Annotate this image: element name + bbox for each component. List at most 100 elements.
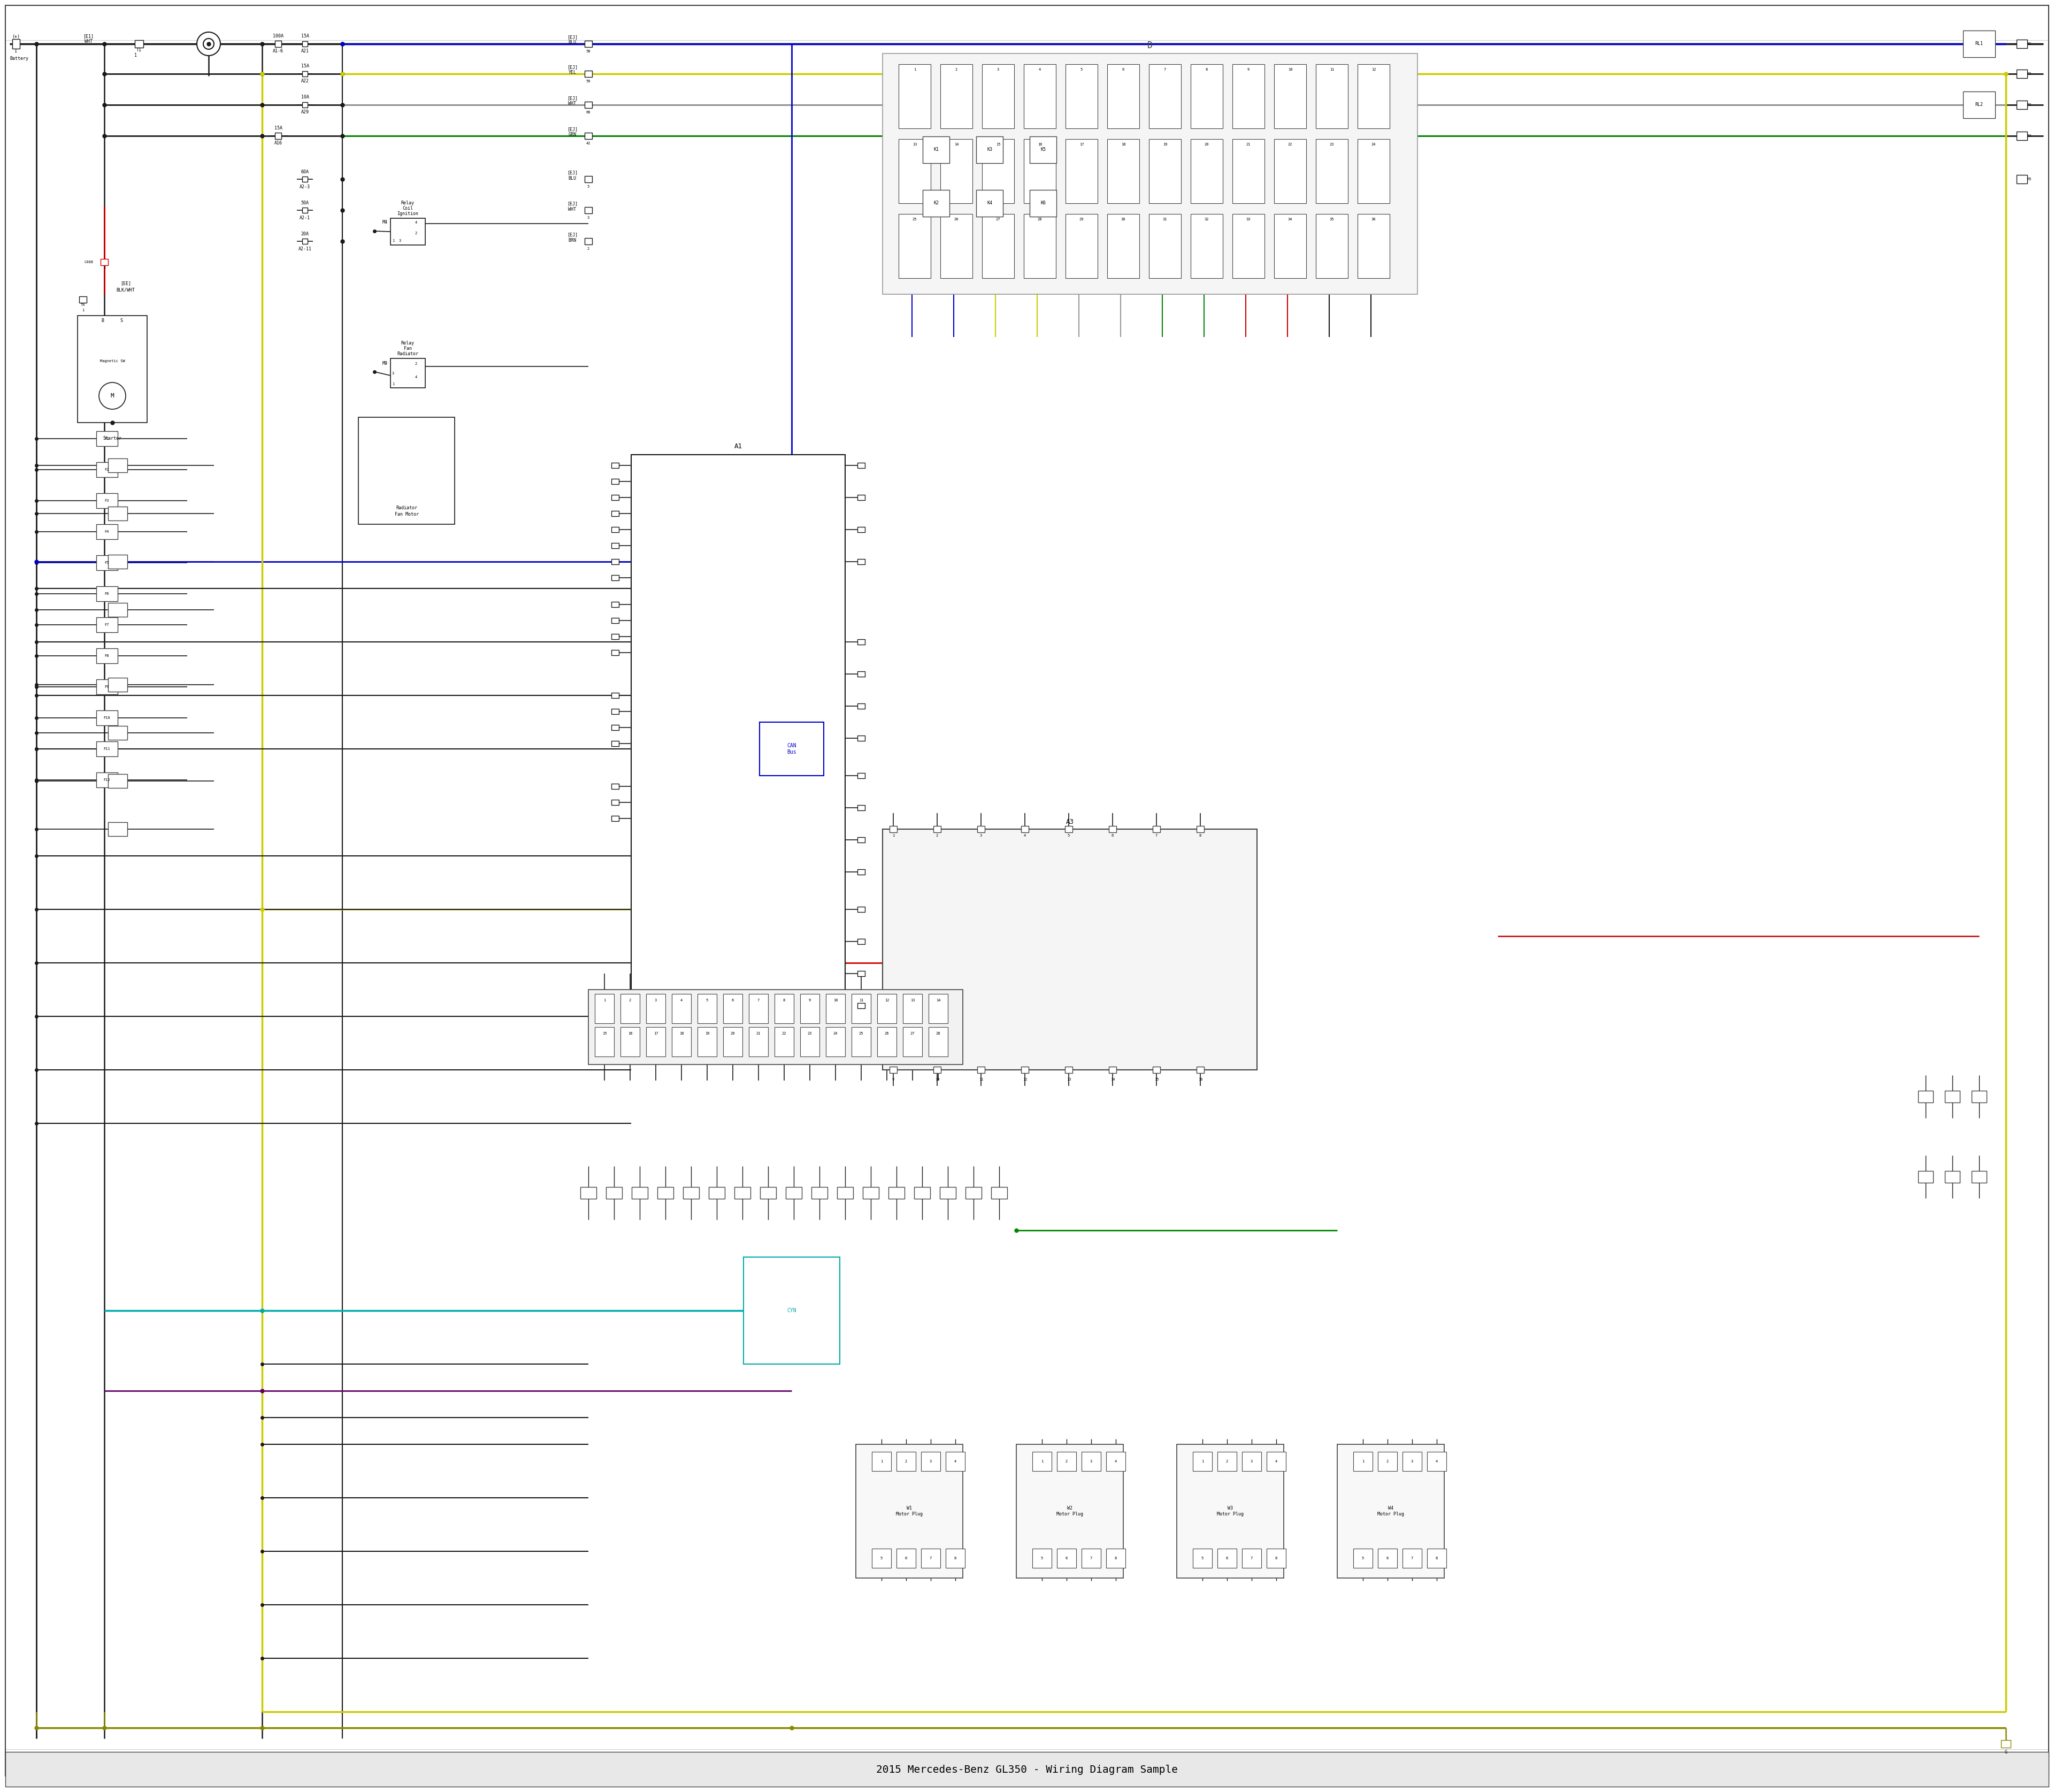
Bar (109, 556, 127, 568)
Bar (801, 1027, 820, 1057)
Bar (1148, 213, 1181, 278)
Text: 3: 3 (1091, 1460, 1093, 1462)
Bar (852, 1027, 871, 1057)
Text: A16: A16 (273, 142, 281, 145)
Bar (1177, 1444, 1284, 1579)
Text: F11: F11 (103, 747, 111, 751)
Text: F3: F3 (105, 500, 109, 502)
Bar (889, 1066, 898, 1073)
Text: 6: 6 (1226, 1557, 1228, 1559)
Text: 3: 3 (655, 998, 657, 1002)
Text: W4
Motor Plug: W4 Motor Plug (1378, 1505, 1405, 1516)
Text: 19: 19 (705, 1032, 709, 1036)
Bar (302, 41, 308, 47)
Bar (883, 830, 1257, 1070)
Text: M9: M9 (382, 362, 388, 366)
Text: [EE]: [EE] (121, 281, 131, 287)
Text: 4: 4 (415, 376, 417, 378)
Bar (871, 1548, 891, 1568)
Bar (857, 559, 865, 564)
Bar (1945, 1091, 1960, 1102)
Text: A2-1: A2-1 (300, 215, 310, 220)
Text: A22: A22 (300, 79, 308, 84)
Text: 4: 4 (415, 220, 417, 224)
Bar (877, 1027, 896, 1057)
Bar (97, 432, 117, 446)
Bar (760, 722, 824, 776)
Text: 5: 5 (707, 998, 709, 1002)
Text: 2: 2 (1066, 1460, 1068, 1462)
Bar (1064, 1066, 1072, 1073)
Text: 8: 8 (1436, 1557, 1438, 1559)
Text: 2015 Mercedes-Benz GL350 - Wiring Diagram Sample: 2015 Mercedes-Benz GL350 - Wiring Diagra… (877, 1765, 1177, 1774)
Text: 25: 25 (859, 1032, 863, 1036)
Text: W1
Motor Plug: W1 Motor Plug (896, 1505, 922, 1516)
Bar (871, 1452, 891, 1471)
Bar (612, 462, 618, 468)
Bar (612, 575, 618, 581)
Text: 1: 1 (604, 998, 606, 1002)
Text: 23: 23 (807, 1032, 811, 1036)
Bar (631, 455, 844, 1043)
Bar (744, 1256, 840, 1364)
Bar (581, 1186, 596, 1199)
Bar (735, 1186, 750, 1199)
Text: 1: 1 (881, 1460, 883, 1462)
Text: 18: 18 (680, 1032, 684, 1036)
Bar (612, 543, 618, 548)
Bar (920, 1548, 941, 1568)
Text: 5: 5 (881, 1557, 883, 1559)
Text: 32: 32 (1204, 217, 1210, 220)
Text: 7: 7 (1411, 1557, 1413, 1559)
Text: 59: 59 (585, 79, 592, 82)
Text: 9: 9 (1247, 68, 1249, 72)
Text: 1: 1 (134, 54, 138, 57)
Bar (857, 672, 865, 677)
Text: 27: 27 (996, 217, 1000, 220)
Bar (672, 1027, 690, 1057)
Bar (1403, 1452, 1421, 1471)
Bar (109, 507, 127, 520)
Bar (852, 995, 871, 1023)
Bar (1972, 1091, 1986, 1102)
Text: T4: T4 (80, 303, 84, 306)
Bar (883, 54, 1417, 294)
Bar (857, 805, 865, 810)
Bar (914, 1186, 930, 1199)
Text: 2: 2 (1386, 1460, 1389, 1462)
Text: K3: K3 (986, 147, 992, 152)
Bar (633, 1186, 647, 1199)
Bar (920, 1452, 941, 1471)
Bar (302, 208, 308, 213)
Bar (1058, 1452, 1076, 1471)
Bar (612, 799, 618, 805)
Text: 5: 5 (1202, 1557, 1204, 1559)
Bar (1317, 140, 1347, 202)
Text: [E1]: [E1] (82, 34, 94, 39)
Bar (275, 133, 281, 140)
Text: R5: R5 (2027, 177, 2031, 181)
Text: 12: 12 (885, 998, 889, 1002)
Bar (2017, 131, 2027, 140)
Bar (857, 1004, 865, 1009)
Bar (826, 995, 844, 1023)
Text: 21: 21 (756, 1032, 760, 1036)
Text: 10: 10 (834, 998, 838, 1002)
Text: 1: 1 (14, 48, 16, 54)
Bar (941, 1186, 955, 1199)
Bar (1193, 1548, 1212, 1568)
Text: 11: 11 (978, 1077, 984, 1081)
Text: 2: 2 (415, 231, 417, 235)
Text: 13: 13 (1066, 1077, 1070, 1081)
Bar (585, 41, 592, 47)
Text: 18: 18 (1121, 143, 1126, 145)
Bar (109, 774, 127, 788)
Text: Coil: Coil (403, 206, 413, 211)
Text: 29: 29 (1078, 217, 1085, 220)
Text: F2: F2 (105, 468, 109, 471)
Text: 6: 6 (906, 1557, 908, 1559)
Bar (1109, 1066, 1115, 1073)
Text: [EJ]: [EJ] (567, 170, 577, 176)
Text: 8: 8 (1115, 1557, 1117, 1559)
Text: 4: 4 (1023, 833, 1027, 837)
